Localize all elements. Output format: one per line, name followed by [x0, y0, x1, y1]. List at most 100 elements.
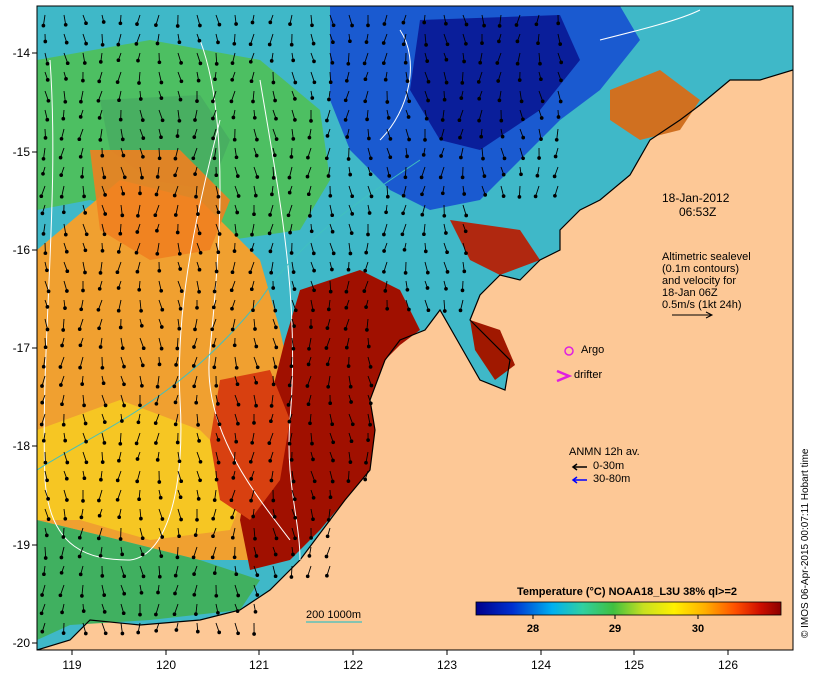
velocity-arrows [39, 14, 564, 636]
velocity-arrow-head [61, 631, 66, 635]
velocity-arrow-head [307, 346, 311, 351]
velocity-arrow-head [312, 268, 316, 273]
velocity-arrow-head [212, 365, 217, 370]
velocity-arrow-head [382, 269, 386, 274]
velocity-arrow-head [348, 251, 353, 256]
velocity-arrow-head [235, 382, 240, 387]
velocity-arrow-head [81, 78, 85, 83]
velocity-arrow-head [60, 610, 64, 615]
velocity-arrow-head [521, 156, 525, 161]
velocity-arrow-head [289, 575, 294, 579]
velocity-arrow-head [63, 306, 67, 310]
y-tick-label: -16 [12, 243, 30, 257]
velocity-arrow-head [349, 439, 354, 444]
velocity-arrow-head [273, 552, 278, 557]
velocity-arrow-head [159, 288, 164, 293]
velocity-arrow-head [363, 99, 368, 104]
velocity-arrow-head [235, 609, 240, 613]
velocity-arrow-head [177, 326, 182, 331]
velocity-arrow-head [252, 421, 256, 425]
velocity-arrow-head [153, 421, 158, 425]
velocity-arrow-head [122, 382, 126, 387]
velocity-arrow-head [140, 175, 144, 180]
velocity-arrow-head [41, 232, 46, 236]
velocity-arrow-head [439, 136, 444, 141]
velocity-arrow-head [197, 267, 202, 272]
velocity-arrow-head [291, 270, 296, 274]
velocity-arrow-head [65, 498, 69, 502]
velocity-arrow-head [134, 441, 139, 446]
velocity-arrow-head [419, 175, 424, 180]
velocity-arrow-head [250, 232, 254, 237]
velocity-arrow-head [84, 232, 89, 237]
velocity-arrow-head [495, 61, 500, 65]
velocity-arrow-head [117, 458, 121, 463]
velocity-arrow-head [346, 479, 351, 483]
velocity-arrow-head [362, 61, 367, 66]
velocity-arrow-head [179, 61, 183, 65]
velocity-arrow-head [160, 118, 165, 123]
velocity-arrow-head [496, 79, 501, 83]
velocity-arrow-head [383, 289, 388, 293]
velocity-arrow-head [172, 384, 177, 389]
velocity-arrow-head [249, 287, 254, 292]
velocity-arrow-head [269, 59, 274, 63]
velocity-arrow-head [45, 78, 50, 82]
velocity-arrow-head [311, 517, 315, 522]
velocity-arrow-head [519, 172, 523, 177]
velocity-arrow-head [274, 536, 279, 541]
velocity-arrow-head [40, 400, 45, 405]
velocity-arrow-head [331, 23, 336, 28]
velocity-arrow-head [407, 99, 412, 104]
velocity-arrow-head [387, 174, 392, 178]
velocity-arrow-head [136, 630, 141, 635]
velocity-arrow-head [173, 422, 178, 427]
velocity-arrow-head [84, 460, 89, 465]
velocity-arrow-head [558, 99, 563, 104]
velocity-arrow-head [421, 153, 426, 157]
velocity-arrow-head [96, 536, 101, 541]
velocity-arrow-head [248, 42, 253, 47]
velocity-arrow-head [325, 134, 330, 138]
velocity-arrow-head [425, 270, 430, 275]
velocity-arrow-head [82, 61, 87, 65]
velocity-arrow-head [210, 555, 215, 560]
velocity-arrow-head [497, 24, 502, 28]
velocity-arrow-head [135, 269, 140, 274]
velocity-arrow-head [405, 154, 409, 159]
velocity-arrow-head [291, 346, 296, 351]
velocity-arrow-head [217, 422, 222, 427]
velocity-arrow-head [367, 211, 372, 215]
velocity-arrow-head [326, 518, 331, 522]
velocity-arrow-head [46, 497, 50, 501]
velocity-arrow-head [382, 249, 386, 253]
velocity-arrow-head [328, 495, 333, 500]
velocity-arrow-head [477, 118, 481, 123]
velocity-arrow-head [100, 574, 105, 578]
velocity-arrow-head [381, 61, 386, 65]
velocity-arrow-head [103, 403, 108, 408]
velocity-arrow-head [58, 593, 63, 598]
velocity-arrow-head [197, 231, 202, 236]
velocity-arrow-head [139, 590, 144, 595]
velocity-arrow-head [230, 515, 234, 520]
velocity-arrow-head [517, 195, 522, 199]
velocity-arrow-head [422, 232, 426, 237]
altimetry-line: and velocity for [662, 275, 736, 287]
velocity-arrow-head [120, 631, 125, 636]
velocity-arrow-head [191, 555, 196, 560]
isobath-contour [37, 159, 421, 471]
velocity-arrow-head [481, 156, 485, 161]
velocity-arrow-head [501, 172, 506, 177]
velocity-arrow-head [268, 458, 273, 463]
velocity-arrow-head [64, 476, 69, 481]
velocity-arrow-head [366, 438, 370, 442]
velocity-arrow-head [154, 612, 158, 617]
velocity-arrow-head [234, 572, 239, 577]
velocity-arrow-head [423, 138, 427, 142]
velocity-arrow-head [139, 516, 143, 521]
velocity-arrow-head [84, 21, 88, 26]
velocity-arrow-head [231, 476, 236, 480]
velocity-arrow-head [64, 249, 69, 254]
velocity-arrow-head [136, 58, 140, 63]
